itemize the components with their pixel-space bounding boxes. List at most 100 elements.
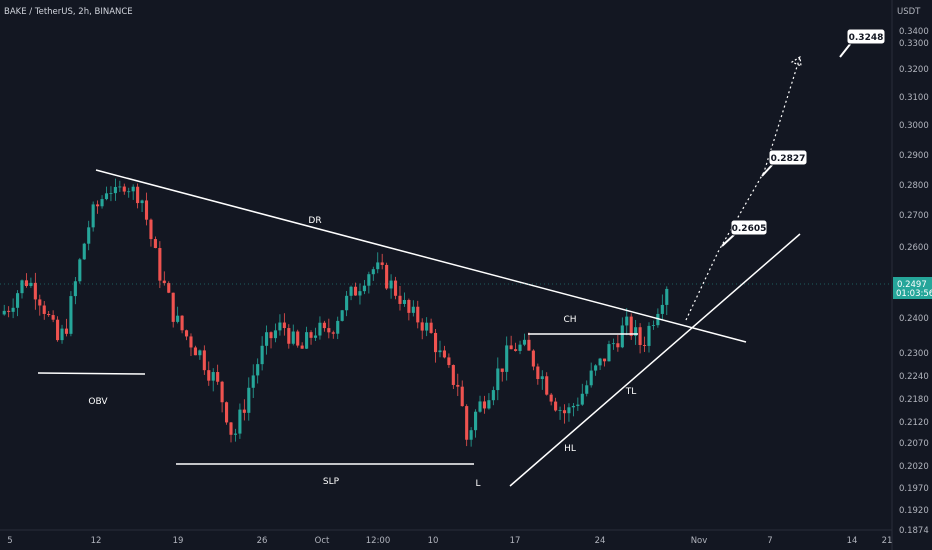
candle-body — [56, 319, 60, 341]
candle-body — [642, 345, 647, 346]
candle-body — [491, 390, 495, 401]
candle-body — [545, 376, 549, 395]
candle-body — [376, 262, 380, 270]
candle-body — [496, 368, 500, 391]
y-tick-label: 0.1970 — [899, 484, 929, 494]
candle-body — [385, 264, 389, 289]
candle-body — [580, 393, 584, 405]
candle-body — [296, 331, 300, 346]
candle-body — [371, 269, 375, 275]
candle-body — [82, 243, 86, 260]
candle-body — [509, 345, 513, 350]
y-tick-label: 0.2120 — [899, 418, 929, 428]
trendline-tl[interactable] — [509, 233, 801, 487]
y-tick-label: 0.3000 — [899, 121, 929, 131]
candle-body — [562, 410, 567, 414]
candle-body — [216, 372, 220, 382]
candle-body — [411, 306, 415, 313]
label-obv: OBV — [88, 397, 108, 407]
candle-body — [398, 295, 402, 304]
label-tl: TL — [625, 387, 637, 397]
candle-body — [656, 313, 660, 326]
candle-body — [118, 186, 122, 188]
candle-body — [189, 336, 193, 348]
target-bubble-1[interactable] — [730, 219, 768, 236]
candle-body — [122, 186, 126, 192]
candle-body — [647, 325, 651, 346]
candle-body — [140, 200, 144, 204]
candle-body — [318, 322, 322, 336]
candle-body — [500, 368, 504, 372]
candle-body — [33, 282, 37, 300]
candle-body — [558, 410, 562, 412]
candle-body — [451, 365, 455, 385]
y-tick-label: 0.2180 — [899, 395, 929, 405]
candle-body — [313, 335, 318, 338]
candle-body — [349, 286, 353, 296]
candle-body — [220, 381, 224, 403]
candle-body — [207, 370, 211, 381]
candle-body — [425, 322, 429, 331]
candle-body — [269, 332, 273, 339]
candle-body — [433, 332, 438, 353]
target-bubble-1-text: 0.2605 — [732, 224, 767, 234]
candle-body — [567, 407, 571, 414]
candle-body — [260, 345, 264, 365]
candle-body — [16, 293, 20, 308]
candle-body — [638, 327, 642, 346]
line-obv[interactable] — [37, 372, 146, 375]
current-price-value: 0.2497 — [897, 280, 927, 290]
candle-body — [514, 349, 518, 351]
candle-body — [358, 291, 362, 296]
y-tick-label: 0.3200 — [899, 65, 929, 75]
candle-body — [602, 358, 607, 362]
candle-body — [11, 307, 15, 312]
candle-body — [474, 411, 478, 431]
candle-body — [389, 280, 393, 289]
label-slp: SLP — [323, 477, 340, 487]
x-tick-label: 10 — [428, 536, 439, 546]
candle-body — [478, 401, 482, 412]
chart-title: BAKE / TetherUS, 2h, BINANCE — [4, 7, 133, 17]
candle-body — [634, 327, 638, 336]
candle-body — [273, 330, 278, 339]
candle-body — [407, 299, 411, 313]
candle-body — [393, 280, 398, 296]
x-tick-label: 17 — [510, 536, 521, 546]
candle-body — [24, 280, 29, 287]
candle-body — [149, 219, 153, 240]
projection-dotted-path[interactable] — [685, 56, 801, 321]
candle-body — [202, 350, 206, 371]
candle-body — [402, 299, 406, 304]
y-tick-label: 0.2020 — [899, 462, 929, 472]
candle-body — [340, 310, 344, 321]
target-bubble-3[interactable] — [846, 28, 886, 45]
candle-body — [51, 315, 55, 320]
candle-body — [198, 350, 202, 356]
candle-body — [518, 344, 522, 351]
candle-body — [229, 422, 233, 435]
candle-body — [265, 332, 269, 346]
candle-body — [144, 200, 149, 220]
candle-body — [256, 364, 260, 376]
candle-body — [531, 350, 535, 367]
trendline-dr[interactable] — [95, 169, 747, 343]
x-tick-label: 5 — [7, 536, 12, 546]
x-tick-label: Nov — [691, 536, 708, 546]
y-tick-label: 0.2600 — [899, 243, 929, 253]
target-bubble-2[interactable] — [768, 149, 808, 166]
current-price-tag[interactable] — [893, 277, 932, 299]
candle-body — [549, 394, 553, 402]
x-tick-label: Oct — [315, 536, 330, 546]
candle-body — [660, 304, 664, 314]
candle-body — [331, 332, 335, 334]
y-tick-label: 0.1920 — [899, 506, 929, 516]
candle-body — [176, 315, 180, 322]
y-tick-label: 0.2900 — [899, 151, 929, 161]
candle-body — [527, 339, 531, 351]
y-tick-label: 0.3300 — [899, 39, 929, 49]
candle-body — [247, 387, 251, 413]
candle-body — [327, 328, 331, 333]
